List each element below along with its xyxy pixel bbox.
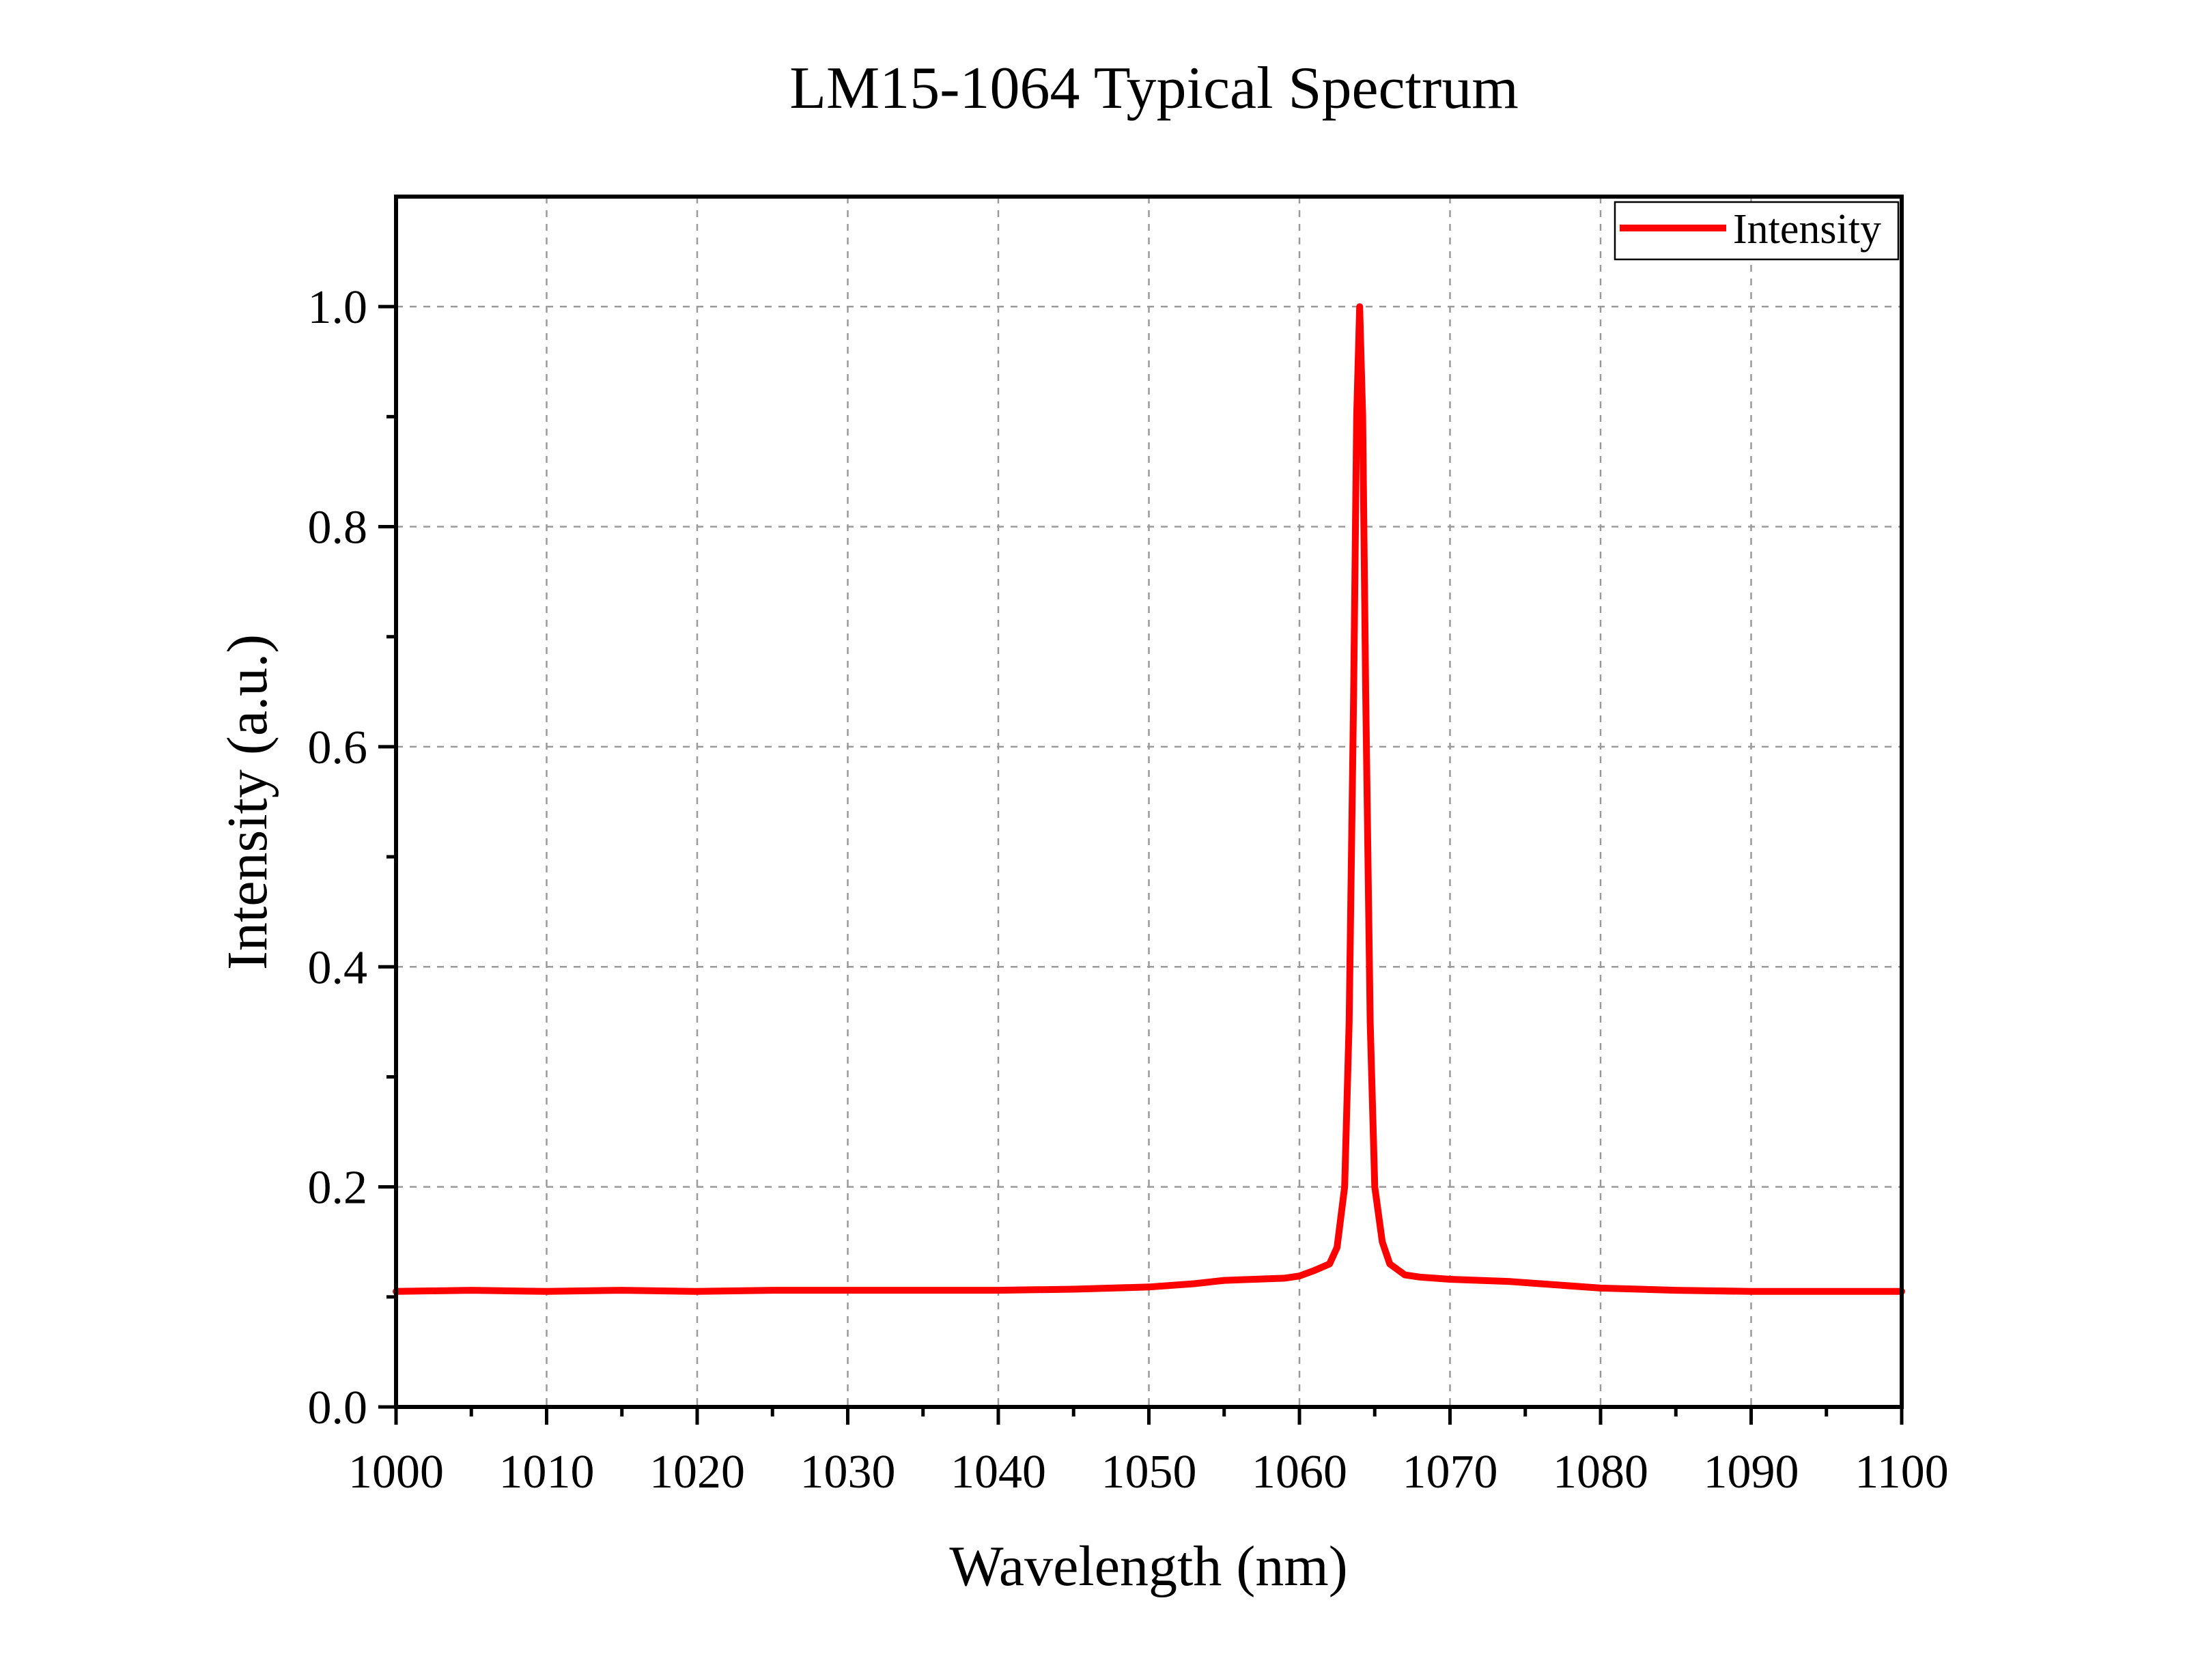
x-tick-label: 1000	[348, 1446, 444, 1498]
x-tick-label: 1080	[1553, 1446, 1648, 1498]
tick-layer: 1000 1010 1020 1030 1040 1050 1060 1070 1080 1090…	[308, 281, 1949, 1498]
chart-title: LM15-1064 Typical Spectrum	[789, 55, 1519, 122]
grid-layer	[396, 197, 1902, 1407]
y-tick-label: 0.2	[308, 1162, 368, 1214]
x-axis-title: Wavelength (nm)	[949, 1535, 1347, 1598]
x-tick-label: 1030	[800, 1446, 896, 1498]
y-axis-title: Intensity (a.u.)	[216, 634, 279, 970]
x-tick-label: 1020	[649, 1446, 745, 1498]
x-tick-label: 1010	[499, 1446, 595, 1498]
x-tick-label: 1060	[1252, 1446, 1347, 1498]
y-tick-label: 0.0	[308, 1382, 368, 1434]
x-tick-label: 1100	[1855, 1446, 1948, 1498]
x-tick-label: 1040	[951, 1446, 1046, 1498]
y-tick-label: 0.4	[308, 941, 368, 994]
y-tick-label: 0.8	[308, 502, 368, 554]
series-line-intensity	[393, 303, 1905, 1295]
series-layer	[393, 303, 1905, 1295]
x-tick-label: 1050	[1101, 1446, 1197, 1498]
legend: Intensity	[1614, 201, 1900, 261]
x-tick-label: 1070	[1403, 1446, 1498, 1498]
x-tick-label: 1090	[1704, 1446, 1799, 1498]
y-tick-label: 0.6	[308, 722, 368, 774]
y-tick-label: 1.0	[308, 281, 368, 334]
legend-label-intensity: Intensity	[1733, 206, 1881, 253]
